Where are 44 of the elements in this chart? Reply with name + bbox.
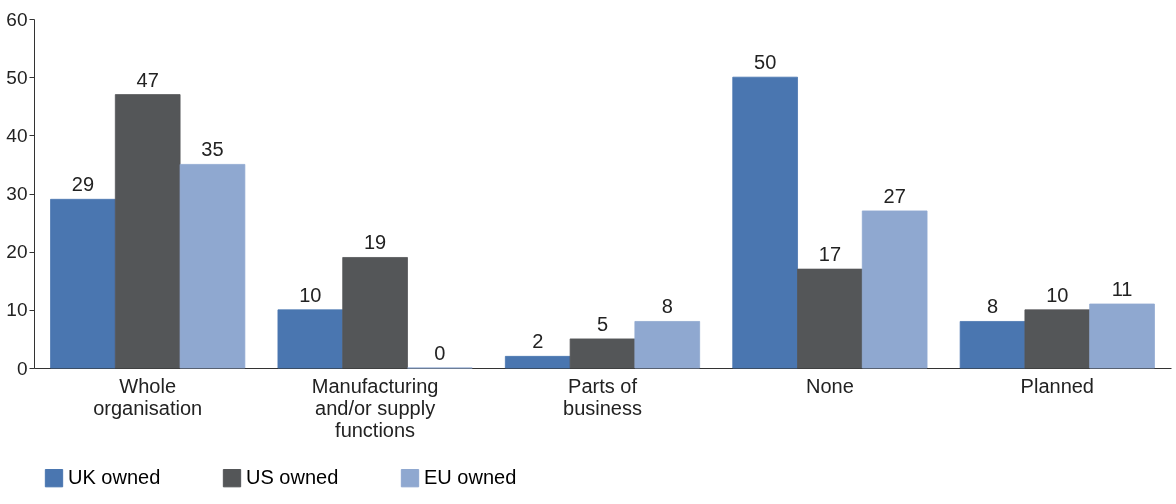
- legend-label: US owned: [246, 466, 339, 489]
- data-label: 35: [201, 138, 224, 161]
- bar: [959, 321, 1026, 369]
- data-label: 2: [532, 330, 544, 353]
- bar: [797, 268, 863, 369]
- y-tick-label: 60: [6, 8, 28, 30]
- bar: [569, 338, 636, 369]
- y-tick-label: 50: [6, 66, 28, 88]
- x-tick-label: Parts of business: [563, 374, 642, 419]
- data-label: 29: [71, 173, 95, 196]
- x-tick-label: Planned: [1020, 374, 1094, 397]
- y-tick-label: 0: [16, 357, 28, 379]
- y-tick-label: 20: [6, 241, 28, 263]
- bar: [114, 94, 181, 369]
- bar: [50, 198, 116, 369]
- data-label: 8: [661, 295, 673, 318]
- y-tick-label: 40: [6, 124, 28, 146]
- data-label: 5: [596, 312, 609, 335]
- bar: [861, 210, 928, 369]
- bar: [179, 164, 246, 369]
- data-label: 8: [986, 295, 999, 318]
- data-label: 11: [1111, 278, 1133, 301]
- data-label: 47: [136, 68, 159, 91]
- bar: [504, 355, 571, 369]
- data-label: 10: [1046, 283, 1069, 306]
- legend-label: UK owned: [68, 466, 161, 489]
- bar: [634, 321, 701, 369]
- data-label: 50: [754, 51, 777, 74]
- bar: [1089, 303, 1155, 369]
- x-tick-label: None: [805, 374, 854, 397]
- x-tick-label: Manufacturing and/or supply functions: [311, 374, 439, 441]
- bar: [732, 76, 798, 369]
- bar: [277, 309, 344, 369]
- data-label: 10: [299, 283, 322, 306]
- bar: [342, 257, 408, 369]
- x-tick-label: Whole organisation: [93, 374, 203, 419]
- bar: [1024, 309, 1091, 369]
- y-tick-label: 30: [6, 183, 28, 204]
- data-label: 0: [434, 342, 446, 364]
- data-label: 19: [363, 231, 387, 254]
- legend-label: EU owned: [424, 466, 517, 489]
- data-label: 27: [883, 184, 906, 207]
- data-label: 17: [818, 243, 842, 266]
- y-tick-label: 10: [6, 299, 28, 321]
